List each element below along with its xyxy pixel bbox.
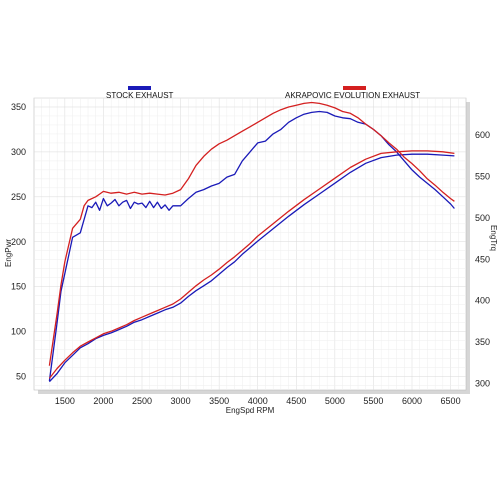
x-tick-label: 1500 (55, 396, 75, 406)
x-tick-label: 3500 (209, 396, 229, 406)
x-axis-label: EngSpd RPM (226, 406, 275, 415)
y-left-tick-label: 200 (11, 237, 26, 247)
y-right-tick-label: 300 (475, 378, 490, 388)
legend-label-akrapovic: AKRAPOVIC EVOLUTION EXHAUST (285, 91, 420, 100)
x-tick-label: 6000 (402, 396, 422, 406)
y-left-tick-label: 300 (11, 147, 26, 157)
y-left-axis-label: EngPwr (4, 239, 13, 267)
y-right-tick-label: 350 (475, 337, 490, 347)
y-right-tick-label: 500 (475, 213, 490, 223)
y-right-tick-label: 600 (475, 130, 490, 140)
y-right-axis-ticks: 300 350 400 450 500 550 600 (475, 130, 490, 388)
x-tick-label: 5500 (363, 396, 383, 406)
y-left-tick-label: 50 (16, 372, 26, 382)
y-right-tick-label: 400 (475, 296, 490, 306)
y-left-tick-label: 150 (11, 282, 26, 292)
legend-swatch-stock (128, 86, 151, 90)
torque-line-stock (48, 153, 455, 383)
torque-line-akrapovic (48, 150, 455, 379)
x-tick-label: 4000 (248, 396, 268, 406)
y-left-tick-label: 250 (11, 192, 26, 202)
y-left-axis-ticks: 50 100 150 200 250 300 350 (11, 102, 26, 382)
power-line-akrapovic (48, 101, 455, 366)
series-layer (48, 101, 455, 383)
y-left-tick-label: 350 (11, 102, 26, 112)
legend-label-stock: STOCK EXHAUST (106, 91, 174, 100)
y-right-tick-label: 550 (475, 172, 490, 182)
y-left-tick-label: 100 (11, 327, 26, 337)
legend: STOCK EXHAUST AKRAPOVIC EVOLUTION EXHAUS… (106, 86, 420, 100)
x-tick-label: 2000 (93, 396, 113, 406)
x-axis-ticks: 1500 2000 2500 3000 3500 4000 4500 5000 5500 6000… (55, 396, 461, 406)
y-right-axis-label: EngTrq (489, 225, 498, 251)
x-tick-label: 2500 (132, 396, 152, 406)
y-right-tick-label: 450 (475, 254, 490, 264)
x-tick-label: 5000 (325, 396, 345, 406)
legend-swatch-akrapovic (343, 86, 366, 90)
x-tick-label: 4500 (286, 396, 306, 406)
x-tick-label: 3000 (171, 396, 191, 406)
x-tick-label: 6500 (441, 396, 461, 406)
